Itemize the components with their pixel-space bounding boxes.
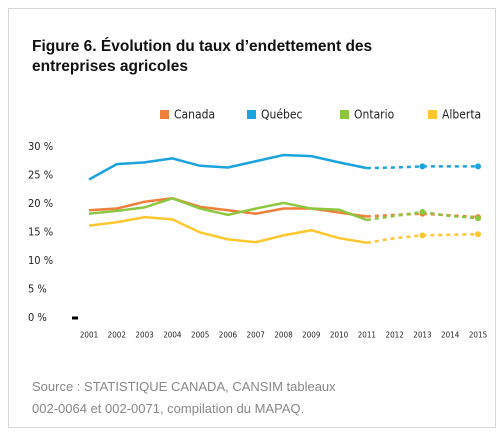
y-tick-label: 5 % <box>28 283 47 296</box>
projection-line <box>366 165 478 170</box>
marker <box>475 163 481 170</box>
frame <box>8 8 496 428</box>
legend-swatch <box>340 110 349 119</box>
marker <box>419 208 426 215</box>
legend-label: Québec <box>261 108 302 122</box>
x-tick-label: 2011 <box>358 331 376 340</box>
x-tick-label: 2002 <box>108 331 126 340</box>
x-tick-label: 2006 <box>219 331 238 340</box>
marker <box>419 163 426 170</box>
y-tick-label: 20 % <box>28 197 53 210</box>
x-tick-label: 2008 <box>274 331 293 340</box>
x-tick-label: 2012 <box>385 331 403 340</box>
source: Source : STATISTIQUE CANADA, CANSIM tabl… <box>32 379 336 394</box>
x-tick-label: 2015 <box>469 331 487 340</box>
chart-title: entreprises agricoles <box>32 58 188 75</box>
x-tick-label: 2003 <box>135 331 153 340</box>
x-tick-label: 2010 <box>330 331 349 340</box>
x-tick-label: 2009 <box>302 331 321 340</box>
y-tick-label: 30 % <box>28 140 53 153</box>
series-line <box>88 153 368 181</box>
x-tick-label: 2013 <box>413 331 431 340</box>
legend-swatch <box>247 110 256 119</box>
marker <box>475 231 481 238</box>
source: 002-0064 et 002-0071, compilation du MAP… <box>32 401 304 416</box>
x-tick-label: 2001 <box>80 331 98 340</box>
x-tick-label: 2005 <box>191 331 209 340</box>
y-tick-label: 15 % <box>28 226 53 239</box>
legend-swatch <box>160 110 169 119</box>
legend-label: Canada <box>174 108 215 122</box>
marker <box>419 232 426 239</box>
y-tick-label: 0 % <box>28 311 47 324</box>
y-tick-label: 25 % <box>28 169 53 182</box>
legend-label: Ontario <box>354 108 395 122</box>
legend-label: Alberta <box>442 108 481 122</box>
x-tick-label: 2004 <box>163 331 182 340</box>
chart-title: Figure 6. Évolution du taux d’endettemen… <box>32 38 372 55</box>
x-tick-label: 2007 <box>247 331 265 340</box>
series-line <box>88 215 368 244</box>
marker <box>475 215 481 222</box>
y-tick-label: 10 % <box>28 254 53 267</box>
series-line <box>88 196 368 222</box>
projection-line <box>366 212 479 219</box>
x-tick-label: 2014 <box>441 331 460 340</box>
legend-swatch <box>428 110 437 119</box>
